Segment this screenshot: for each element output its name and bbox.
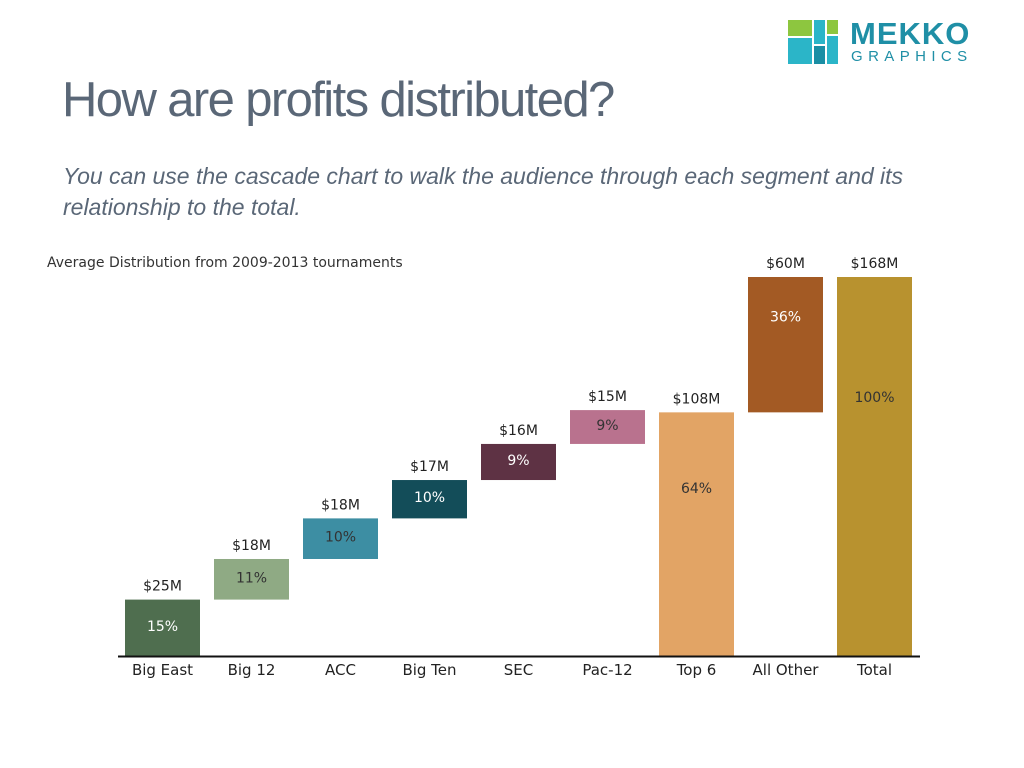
category-label: Total (856, 661, 892, 679)
chart-title: Average Distribution from 2009-2013 tour… (47, 255, 403, 271)
bar-0 (125, 599, 200, 656)
logo-wordmark-mekko: MEKKO (850, 16, 971, 51)
bar-6 (659, 412, 734, 656)
bar-8 (837, 277, 912, 656)
logo-wordmark-graphics: GRAPHICS (851, 48, 973, 65)
logo-tile (827, 20, 838, 34)
bar-7 (748, 277, 823, 413)
bar-1 (214, 558, 289, 600)
percent-label: 64% (681, 481, 712, 497)
logo-tile (788, 20, 812, 36)
percent-label: 15% (147, 619, 178, 635)
logo-tile (827, 36, 838, 64)
category-label: Big Ten (402, 661, 456, 679)
category-label: SEC (504, 661, 533, 679)
bar-2 (303, 518, 378, 559)
percent-label: 100% (854, 390, 894, 406)
category-label: All Other (753, 661, 820, 679)
category-label: Top 6 (676, 661, 717, 679)
value-label: $15M (588, 389, 627, 405)
value-label: $108M (673, 391, 721, 407)
percent-label: 10% (414, 490, 445, 506)
bar-3 (392, 480, 467, 519)
percent-label: 9% (596, 418, 618, 434)
page-subtitle: You can use the cascade chart to walk th… (63, 163, 904, 220)
category-label: Big 12 (228, 661, 276, 679)
percent-label: 11% (236, 570, 267, 586)
category-label: Pac-12 (582, 661, 632, 679)
value-label: $168M (851, 256, 899, 272)
bar-4 (481, 443, 556, 481)
bar-5 (570, 410, 645, 444)
value-label: $18M (232, 538, 271, 554)
value-label: $17M (410, 459, 449, 475)
value-label: $16M (499, 423, 538, 439)
category-label: ACC (325, 661, 356, 679)
mekko-graphics-logo: MEKKO GRAPHICS (788, 16, 1000, 66)
category-label: Big East (132, 661, 193, 679)
value-label: $25M (143, 579, 182, 595)
logo-tile (814, 46, 825, 64)
logo-mark-icon (788, 20, 838, 64)
page-title: How are profits distributed? (62, 73, 615, 127)
logo-tile (814, 20, 825, 44)
logo-tile (788, 38, 812, 64)
percent-label: 9% (507, 453, 529, 469)
percent-label: 10% (325, 530, 356, 546)
value-label: $18M (321, 497, 360, 513)
percent-label: 36% (770, 310, 801, 326)
value-label: $60M (766, 256, 805, 272)
